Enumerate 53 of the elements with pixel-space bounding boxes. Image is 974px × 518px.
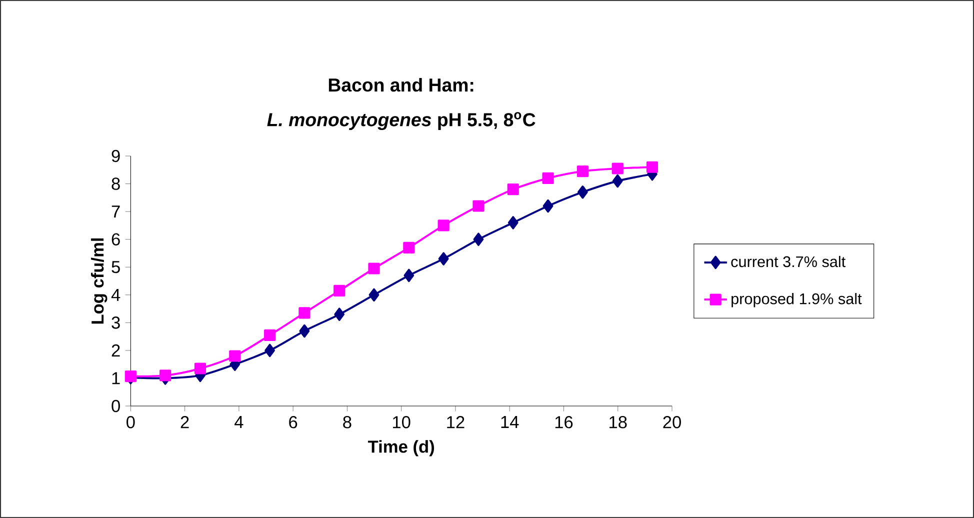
y-tick-label: 3	[112, 316, 120, 329]
point	[404, 268, 414, 282]
point	[612, 174, 623, 188]
x-tick-label: 12	[447, 416, 464, 428]
y-tick-label: 7	[112, 206, 120, 218]
point	[612, 162, 624, 174]
point	[298, 307, 310, 319]
x-tick-label: 4	[234, 416, 244, 428]
x-tick-label: 8	[343, 416, 352, 428]
point	[473, 232, 484, 246]
y-tick-label: 8	[112, 178, 120, 190]
legend-label: proposed 1.9% salt	[732, 293, 862, 308]
point	[194, 362, 206, 374]
point	[472, 200, 484, 212]
y-tick-label: 0	[112, 400, 120, 412]
point	[264, 329, 276, 341]
point	[646, 161, 658, 173]
point	[507, 184, 519, 196]
point	[229, 350, 241, 362]
point	[368, 262, 380, 274]
x-tick-label: 6	[289, 416, 298, 428]
point	[403, 242, 415, 254]
x-tick-label: 20	[663, 416, 681, 428]
point	[508, 216, 518, 230]
point	[160, 370, 172, 382]
chart-subtitle: L. monocytogenes pH 5.5, 8$^{o}$C	[267, 112, 536, 130]
point	[299, 324, 310, 338]
point	[577, 186, 588, 199]
x-tick-label: 14	[501, 416, 519, 428]
y-tick-label: 9	[112, 150, 120, 162]
y-tick-label: 5	[112, 261, 120, 274]
y-tick-label: 2	[112, 344, 120, 356]
x-tick-label: 10	[393, 416, 410, 428]
point	[542, 199, 554, 213]
x-tick-label: 0	[126, 416, 135, 428]
point	[368, 288, 380, 302]
point	[438, 220, 450, 232]
legend-label: current 3.7% salt	[731, 256, 846, 268]
chart-title: Bacon and Ham:	[328, 78, 474, 92]
x-tick-label: 18	[610, 416, 627, 428]
y-tick-label: 6	[112, 233, 120, 246]
point	[264, 344, 275, 358]
point	[542, 172, 554, 184]
x-tick-label: 2	[180, 416, 189, 428]
x-tick-label: 16	[555, 416, 573, 428]
point	[334, 284, 346, 297]
y-tick-label: 1	[112, 372, 120, 384]
y-tick-label: 4	[111, 288, 120, 301]
point	[438, 252, 449, 266]
y-axis-title: Log cfu/ml	[90, 238, 108, 324]
x-axis-title: Time (d)	[368, 440, 434, 456]
point	[334, 308, 345, 321]
point	[576, 165, 588, 178]
